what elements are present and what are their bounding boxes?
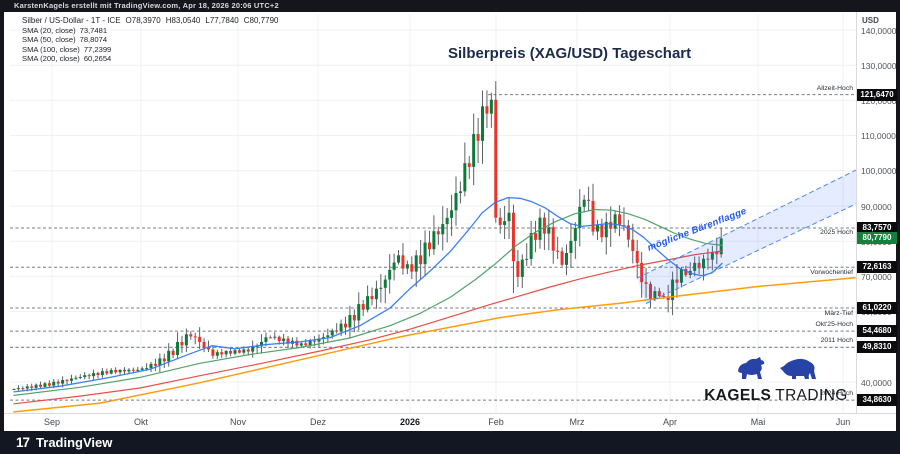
- candles-layer: [12, 81, 723, 392]
- indicator-value: 73,7481: [79, 25, 108, 35]
- bull-bear-icon: [738, 357, 816, 379]
- sma-20-line: [13, 196, 723, 393]
- chart-background: [4, 12, 896, 431]
- time-tick-label: Jun: [835, 417, 851, 427]
- level-price-badge: 83,7570: [857, 221, 897, 234]
- indicator-label: SMA (200, close): [22, 54, 80, 64]
- kagels-trading-wordmark: KAGELS TRADING: [698, 387, 854, 405]
- level-label: Vorwochentief: [810, 268, 853, 276]
- bear-flag-channel[interactable]: [636, 169, 857, 304]
- indicator-row-sma50[interactable]: SMA (50, close) 78,8074: [22, 35, 278, 45]
- price-tick-label: 100,0000: [861, 166, 897, 177]
- level-price-badge: 61,0220: [857, 302, 897, 314]
- level-label: 2011 Hoch: [820, 337, 853, 345]
- legend: Silber / US-Dollar - 1T - ICE O78,3970 H83…: [22, 16, 278, 64]
- level-price-badge: 72,6163: [857, 261, 897, 274]
- level-label: 2024 Hoch: [820, 390, 853, 398]
- level-label: Okt'25-Hoch: [815, 321, 853, 329]
- price-tick-label: 140,0000: [861, 25, 897, 36]
- price-tick-label: 130,0000: [861, 60, 897, 71]
- sma-100-line: [13, 250, 723, 405]
- time-tick-label: Nov: [229, 417, 247, 427]
- time-tick-label: 2026: [399, 417, 421, 427]
- level-price-badge: 34,8630: [857, 394, 897, 407]
- indicator-label: SMA (100, close): [22, 44, 80, 54]
- level-price-badge: 54,4680: [857, 325, 897, 338]
- time-tick-label: Feb: [488, 417, 504, 427]
- ohlc-open: O78,3970: [125, 16, 161, 25]
- price-tick-label: 40,0000: [861, 377, 892, 388]
- level-label: Allzeit-Hoch: [816, 84, 853, 92]
- time-tick-label: Apr: [662, 417, 678, 427]
- brand-bold: KAGELS: [704, 387, 772, 404]
- time-tick-label: Sep: [43, 417, 61, 427]
- time-axis-separator: [4, 413, 896, 414]
- tradingview-wordmark[interactable]: TradingView: [36, 435, 113, 450]
- time-tick-label: Mrz: [569, 417, 585, 427]
- chart-title: Silberpreis (XAG/USD) Tageschart: [448, 45, 692, 62]
- moving-averages-layer: [13, 196, 856, 413]
- time-tick-label: Okt: [133, 417, 149, 427]
- level-price-badge: 49,8310: [857, 341, 897, 354]
- indicator-value: 60,2654: [83, 54, 112, 64]
- indicator-label: SMA (50, close): [22, 35, 76, 45]
- indicator-label: SMA (20, close): [22, 25, 76, 35]
- sma-200-line: [13, 277, 856, 413]
- price-axis-separator: [856, 12, 857, 414]
- header-credit: KarstenKagels erstellt mit TradingView.c…: [0, 0, 900, 12]
- price-tick-label: 70,0000: [861, 271, 892, 282]
- gridlines: [10, 14, 856, 413]
- indicator-row-sma100[interactable]: SMA (100, close) 77,2399: [22, 45, 278, 55]
- level-price-badge: 121,6470: [857, 88, 897, 101]
- sma-50-line: [13, 208, 723, 396]
- ohlc-close: C80,7790: [243, 16, 279, 25]
- level-label: März-Tief: [824, 309, 853, 317]
- brand-light: TRADING: [775, 387, 848, 404]
- time-tick-label: Dez: [309, 417, 327, 427]
- ohlc-high: H83,0540: [165, 16, 201, 25]
- price-tick-label: 90,0000: [861, 201, 892, 212]
- indicator-value: 78,8074: [79, 35, 108, 45]
- footer-bar: 17 TradingView: [0, 431, 900, 454]
- indicator-row-sma20[interactable]: SMA (20, close) 73,7481: [22, 26, 278, 36]
- ohlc-low: L77,7840: [205, 16, 239, 25]
- symbol-row[interactable]: Silber / US-Dollar - 1T - ICE O78,3970 H83…: [22, 16, 278, 26]
- currency-label: USD: [862, 16, 879, 25]
- key-level-lines: [10, 94, 856, 401]
- indicator-value: 77,2399: [83, 44, 112, 54]
- time-tick-label: Mai: [750, 417, 766, 427]
- kagels-trading-logo: KAGELS TRADING: [698, 356, 854, 405]
- level-label: 2025 Hoch: [820, 229, 853, 237]
- indicator-row-sma200[interactable]: SMA (200, close) 60,2654: [22, 54, 278, 64]
- price-tick-label: 120,0000: [861, 95, 897, 106]
- last-price-badge: 80,7790: [857, 232, 897, 245]
- price-tick-label: 110,0000: [861, 131, 896, 142]
- tradingview-icon[interactable]: 17: [16, 435, 30, 450]
- symbol-description: Silber / US-Dollar - 1T - ICE: [22, 16, 121, 25]
